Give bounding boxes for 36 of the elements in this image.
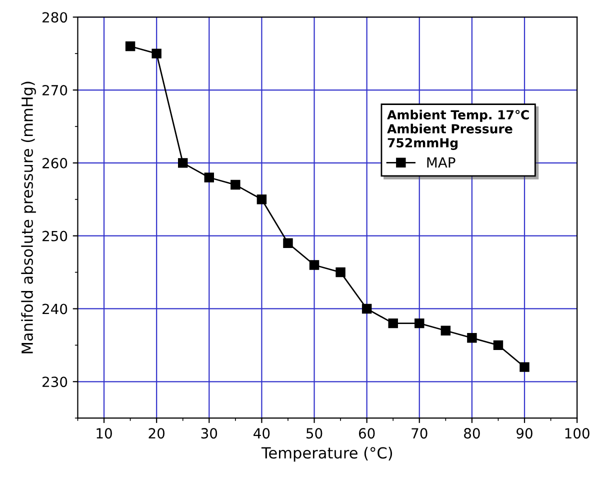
point bbox=[125, 41, 136, 52]
x-tick-label: 50 bbox=[306, 428, 322, 439]
x-tick-label: 80 bbox=[464, 428, 480, 439]
point bbox=[388, 318, 398, 328]
y-tick-label: 280 bbox=[42, 12, 68, 23]
point bbox=[204, 172, 214, 182]
x-tick-label: 90 bbox=[516, 428, 532, 439]
point bbox=[309, 260, 320, 270]
y-tick-label: 260 bbox=[42, 158, 68, 168]
point bbox=[520, 362, 530, 372]
x-tick-label: 70 bbox=[412, 428, 428, 439]
y-tick-label: 250 bbox=[42, 230, 68, 242]
legend-title: Ambient Temp. 17℃ Ambient Pressure 752mmHg bbox=[387, 110, 529, 150]
x-tick-label: 30 bbox=[201, 428, 218, 439]
point bbox=[467, 333, 477, 343]
point bbox=[152, 48, 162, 58]
point bbox=[336, 267, 346, 278]
x-tick-label: 20 bbox=[148, 428, 164, 439]
y-axis-title: Manifold absolute pressure (mmHg) bbox=[21, 82, 36, 354]
point bbox=[178, 158, 188, 168]
point bbox=[493, 340, 504, 350]
x-tick-label: 40 bbox=[254, 428, 270, 439]
x-tick-label: 60 bbox=[358, 428, 375, 439]
point bbox=[230, 180, 240, 190]
y-tick-label: 230 bbox=[42, 376, 68, 388]
point bbox=[256, 194, 267, 204]
y-tick-label: 240 bbox=[42, 304, 68, 314]
x-tick-label: 10 bbox=[96, 428, 112, 439]
legend-label: MAP bbox=[427, 157, 456, 168]
x-tick-label: 100 bbox=[565, 428, 590, 439]
x-axis-title: Temperature (°C) bbox=[261, 446, 392, 462]
point bbox=[414, 318, 424, 328]
point bbox=[440, 326, 451, 336]
point bbox=[283, 238, 293, 248]
y-tick-label: 270 bbox=[42, 84, 68, 96]
point bbox=[362, 304, 372, 314]
